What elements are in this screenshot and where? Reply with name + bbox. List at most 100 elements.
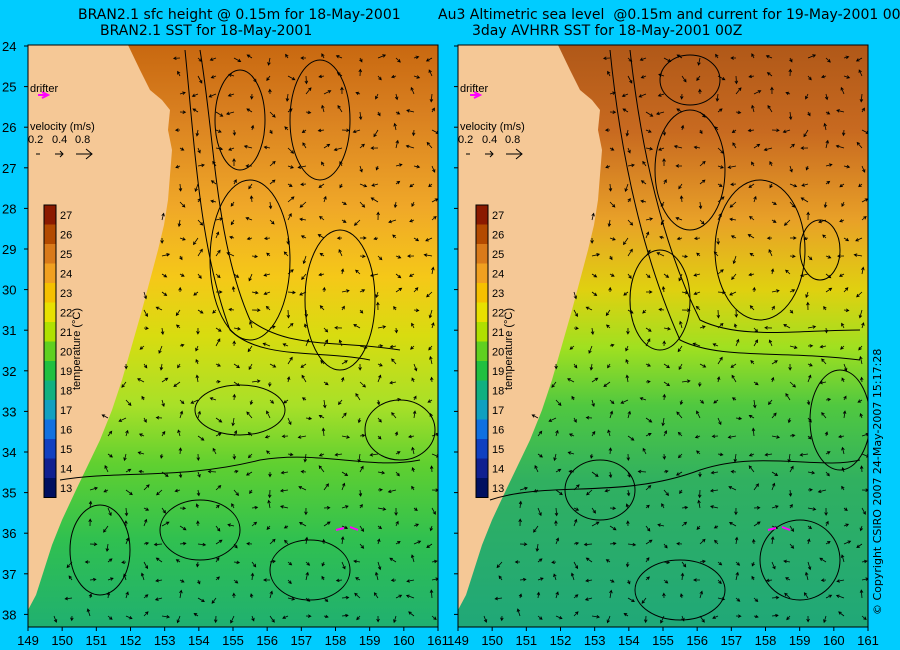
velocity-arrow (302, 255, 307, 265)
velocity-arrow (627, 542, 637, 547)
velocity-arrow (86, 608, 91, 617)
velocity-arrow (609, 506, 617, 510)
velocity-arrow (751, 575, 755, 581)
velocity-arrow (625, 503, 630, 509)
velocity-arrow (789, 309, 794, 314)
velocity-arrow (627, 248, 633, 257)
velocity-arrow (88, 518, 92, 527)
velocity-arrow (751, 104, 755, 113)
velocity-arrow (194, 183, 199, 192)
velocity-arrow (555, 591, 559, 599)
velocity-arrow (172, 56, 181, 61)
velocity-arrow (212, 309, 217, 314)
velocity-arrow (624, 183, 629, 192)
velocity-arrow (376, 615, 380, 623)
velocity-arrow (835, 144, 845, 149)
velocity-arrow (353, 324, 361, 329)
velocity-arrow (698, 381, 702, 388)
velocity-arrow (408, 611, 415, 617)
velocity-arrow (609, 579, 615, 583)
velocity-arrow (531, 414, 539, 419)
latitude-tick-label: 32 (2, 364, 16, 379)
velocity-arrow (645, 576, 650, 581)
velocity-arrow (859, 413, 863, 419)
velocity-arrow (299, 217, 307, 222)
velocity-arrow (197, 147, 201, 154)
velocity-arrow (411, 377, 415, 383)
velocity-arrow (123, 453, 127, 462)
velocity-arrow (554, 507, 559, 517)
velocity-arrow (283, 251, 289, 257)
velocity-arrow (251, 615, 255, 622)
velocity-arrow (732, 142, 737, 149)
velocity-arrow (770, 268, 775, 275)
colorbar-tick-label: 26 (60, 230, 72, 242)
velocity-arrow (536, 591, 541, 599)
colorbar-swatch (476, 302, 488, 322)
colorbar-tick-label: 23 (492, 288, 504, 300)
velocity-arrow (197, 75, 203, 84)
velocity-arrow (765, 55, 773, 59)
velocity-arrow (771, 595, 780, 600)
velocity-arrow (591, 377, 599, 383)
left-panel-title-1: BRAN2.1 sfc height @ 0.15m for 18-May-20… (78, 7, 401, 23)
latitude-tick-label: 25 (2, 80, 16, 95)
velocity-arrow (623, 613, 629, 617)
velocity-arrow (232, 158, 236, 166)
velocity-arrow (663, 543, 668, 549)
velocity-arrow (197, 579, 201, 585)
velocity-arrow (338, 339, 343, 347)
velocity-arrow (803, 129, 809, 138)
velocity-arrow (177, 363, 181, 369)
velocity-arrow (608, 471, 613, 479)
velocity-arrow (785, 393, 791, 401)
velocity-arrow (640, 199, 647, 204)
velocity-arrow (573, 484, 580, 491)
velocity-arrow (752, 286, 756, 293)
velocity-arrow (859, 589, 864, 599)
velocity-arrow (639, 57, 647, 61)
velocity-arrow (693, 273, 701, 277)
velocity-arrow (573, 326, 579, 330)
velocity-arrow (534, 465, 539, 473)
colorbar-swatch (44, 244, 56, 264)
velocity-arrow (395, 471, 400, 477)
velocity-arrow (853, 253, 863, 257)
velocity-arrow (175, 309, 181, 317)
velocity-arrow (179, 506, 187, 510)
velocity-arrow (807, 538, 811, 545)
velocity-arrow (356, 615, 361, 621)
velocity-arrow (825, 594, 833, 599)
velocity-arrow (155, 306, 163, 311)
velocity-arrow (317, 234, 325, 239)
velocity-arrow (190, 399, 199, 404)
velocity-arrow (790, 236, 797, 240)
velocity-arrow (730, 56, 736, 60)
velocity-arrow (825, 180, 831, 185)
velocity-arrow (352, 129, 361, 134)
velocity-arrow (567, 378, 575, 383)
velocity-arrow (287, 183, 293, 187)
velocity-arrow (89, 577, 97, 582)
velocity-arrow (748, 183, 755, 188)
velocity-arrow (427, 399, 433, 403)
left-land-australia (28, 45, 172, 610)
velocity-arrow (727, 435, 737, 439)
velocity-arrow (855, 57, 863, 62)
velocity-arrow (663, 469, 669, 474)
velocity-arrow (825, 57, 831, 63)
longitude-tick-label: 161 (427, 633, 449, 648)
velocity-arrow (215, 576, 220, 581)
velocity-arrow (733, 323, 738, 329)
velocity-arrow (662, 129, 667, 136)
velocity-arrow (843, 523, 850, 527)
velocity-arrow (88, 593, 93, 599)
velocity-arrow (161, 430, 166, 437)
velocity-arrow (227, 523, 235, 527)
velocity-arrow (377, 111, 381, 117)
velocity-arrow (731, 129, 737, 133)
velocity-arrow (303, 323, 308, 329)
velocity-arrow (663, 489, 670, 497)
velocity-arrow (806, 615, 810, 623)
velocity-arrow (246, 411, 253, 419)
